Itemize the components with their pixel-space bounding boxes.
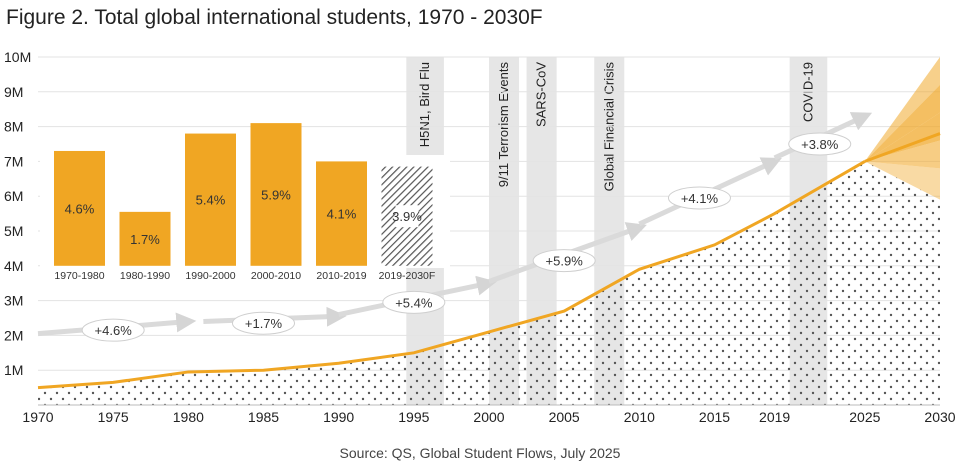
inset-bar-label: 5.9% [261,187,291,202]
inset-bar [185,133,236,266]
forecast-fan-segment [864,140,940,169]
y-tick-label: 7M [4,153,23,169]
x-tick-label: 1975 [98,409,129,425]
inset-category-label: 2000-2010 [251,270,301,282]
y-tick-label: 8M [4,119,23,135]
event-label: SARS-CoV [534,62,549,127]
x-tick-label: 1970 [22,409,53,425]
growth-badge [532,249,596,273]
growth-label: +1.7% [245,316,283,331]
y-tick-label: 4M [4,258,23,274]
x-tick-label: 1995 [398,409,429,425]
x-tick-label: 2010 [624,409,655,425]
inset-label-bg [395,205,419,228]
growth-label: +5.4% [395,295,433,310]
x-tick-label: 1990 [323,409,354,425]
y-tick-label: 9M [4,84,23,100]
y-tick-label: 6M [4,188,23,204]
historical-area [38,161,940,405]
growth-badge [382,290,446,314]
inset-bar [119,211,171,266]
x-tick-label: 2030 [924,409,955,425]
inset-bar [316,161,367,266]
inset-bar-label: 3.9% [392,209,422,224]
inset-bar [250,123,302,266]
inset-category-label: 1990-2000 [185,270,235,282]
inset-category-label: 1980-1990 [120,270,170,282]
chart-title: Figure 2. Total global international stu… [6,6,543,29]
x-tick-label: 2005 [549,409,580,425]
historical-line [37,160,866,390]
growth-badge [667,186,731,210]
y-tick-label: 10M [4,49,31,65]
inset-category-label: 2010-2019 [316,270,366,282]
inset-bar [54,150,105,266]
x-tick-label: 2015 [699,409,730,425]
growth-badge [788,132,852,156]
growth-label: +5.9% [546,254,584,269]
inset-category-label: 2019-2030F [379,270,436,282]
inset-bar-label: 1.7% [130,232,160,247]
growth-badge [232,311,295,335]
source-note: Source: QS, Global Student Flows, July 2… [339,445,621,461]
x-tick-label: 1985 [248,409,279,425]
x-tick-label: 2000 [473,409,504,425]
forecast-fan-segment [864,57,940,162]
y-tick-label: 5M [4,223,23,239]
x-tick-label: 1980 [173,409,204,425]
event-label: H5N1, Bird Flu [417,62,432,147]
forecast-fan-segment [864,112,940,162]
event-label: 9/11 Terrorism Events [496,62,511,188]
forecast-central-line [864,132,941,163]
inset-bar-label: 4.6% [65,201,95,216]
y-tick-label: 3M [4,293,23,309]
x-tick-label: 2025 [849,409,880,425]
inset-bar-label: 4.1% [327,207,357,222]
inset-category-label: 1970-1980 [54,270,104,282]
x-tick-label: 2019 [759,409,790,425]
y-tick-label: 2M [4,327,23,343]
y-tick-label: 1M [4,362,23,378]
growth-badge [81,318,145,342]
growth-label: +4.6% [95,323,133,338]
growth-label: +3.8% [801,137,839,152]
inset-bar-label: 5.4% [196,193,226,208]
growth-label: +4.1% [681,191,719,206]
forecast-fan-segment [864,161,940,200]
forecast-fan-segment [864,84,940,162]
